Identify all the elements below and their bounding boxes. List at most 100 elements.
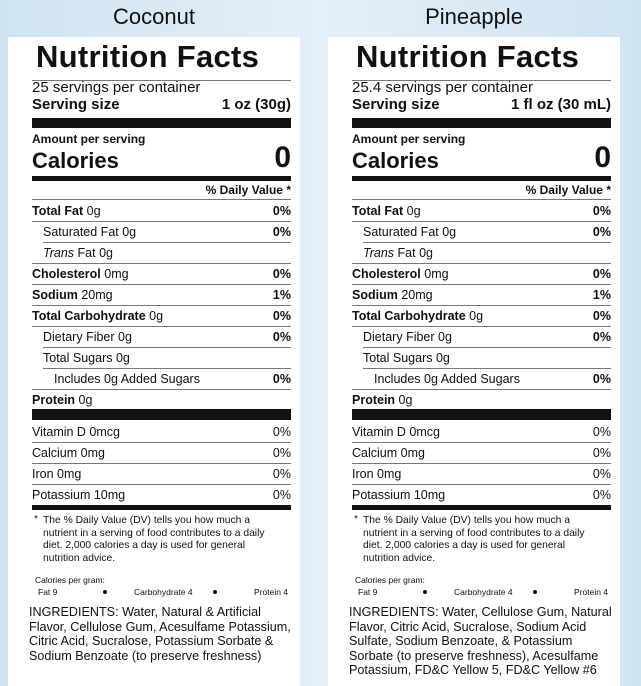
nutrient-row: Trans Fat 0g [363,245,433,261]
nutrient-amount: 20mg [81,288,113,302]
separator-dot [103,590,107,594]
serving-size: 1 oz (30g) [221,96,291,113]
vitamin-name: Iron 0mg [32,467,82,481]
calories-label: Calories [32,148,119,173]
nutrient-row: Includes 0g Added Sugars [374,371,520,387]
rule [352,263,611,264]
nutrient-row: Protein 0g [352,392,412,408]
nutrient-name: Includes 0g Added Sugars [54,372,200,386]
separator-dot [533,590,537,594]
rule [352,463,611,464]
vitamin-name: Iron 0mg [352,467,402,481]
rule [352,80,611,81]
panel-box [8,37,300,686]
rule [352,326,611,327]
footnote: The % Daily Value (DV) tells you how muc… [363,515,585,564]
calories-label: Calories [352,148,439,173]
vitamin-dv: 0% [272,488,291,502]
nutrient-row: Total Sugars 0g [43,350,130,366]
rule [32,389,291,390]
nutrient-row: Cholesterol 0mg [352,266,449,282]
nutrient-name: Includes 0g Added Sugars [374,372,520,386]
nutrient-dv: 0% [592,267,611,281]
ingredients: INGREDIENTS: Water, Natural & Artificial… [29,605,291,663]
nutrient-row: Trans Fat 0g [43,245,113,261]
nutrient-dv: 0% [272,225,291,239]
bar [32,505,291,510]
cal-per-gram: Fat 9 [358,587,378,597]
nutrient-name-italic: Trans [363,246,395,260]
nutrient-row: Sodium 20mg [352,287,433,303]
nutrient-dv: 0% [272,372,291,386]
flavor-title: Pineapple [425,4,523,29]
vitamin-name: Potassium 10mg [32,488,126,502]
nutrient-dv: 1% [272,288,291,302]
vitamin-name: Calcium 0mg [32,446,105,460]
rule [352,305,611,306]
nutrient-amount: 0g [442,225,457,239]
amount-label: Amount per serving [32,132,146,146]
rule [352,221,611,222]
vitamin-dv: 0% [272,425,291,439]
nutrient-amount: 0g [115,351,130,365]
nutrient-amount: 0mg [104,267,129,281]
nutrient-dv: 0% [592,225,611,239]
nutrient-name: Protein [32,393,76,407]
bar [352,118,611,128]
heading: Nutrition Facts [356,39,580,74]
nutrient-amount: 0g [398,393,413,407]
nutrient-row: Total Fat 0g [32,203,101,219]
rule [32,80,291,81]
cal-per-gram: Carbohydrate 4 [454,587,513,597]
cal-per-gram: Carbohydrate 4 [134,587,193,597]
footnote: The % Daily Value (DV) tells you how muc… [43,515,265,564]
bar [352,409,611,420]
serving-size: 1 fl oz (30 mL) [510,96,611,113]
bar [32,176,291,181]
nutrient-row: Saturated Fat 0g [43,224,136,240]
nutrient-name: Dietary Fiber [363,330,435,344]
nutrient-dv: 0% [272,309,291,323]
nutrient-row: Sodium 20mg [32,287,113,303]
vitamin-dv: 0% [592,446,611,460]
flavor-title: Coconut [113,4,195,29]
dv-header: % Daily Value * [205,183,291,197]
nutrient-name: Fat [77,246,96,260]
nutrient-name: Fat [397,246,416,260]
nutrient-name: Dietary Fiber [43,330,115,344]
vitamin-dv: 0% [592,467,611,481]
nutrient-dv: 0% [592,309,611,323]
rule [43,368,291,369]
vitamin-name: Calcium 0mg [352,446,425,460]
nutrient-amount: 0mg [424,267,449,281]
nutrient-dv: 0% [592,204,611,218]
nutrient-name: Cholesterol [32,267,101,281]
cal-per-gram-label: Calories per gram: [355,575,425,585]
nutrient-amount: 0g [99,246,113,260]
cal-per-gram: Fat 9 [38,587,58,597]
rule [352,484,611,485]
vitamin-dv: 0% [592,425,611,439]
nutrient-row: Dietary Fiber 0g [363,329,452,345]
serving-size-label: Serving size [352,96,440,113]
separator-dot [423,590,427,594]
nutrient-name: Total Carbohydrate [32,309,146,323]
rule [43,347,291,348]
dv-header: % Daily Value * [525,183,611,197]
servings: 25 servings per container [32,79,201,96]
footnote-mark: * [34,514,38,525]
nutrient-amount: 20mg [401,288,433,302]
rule [32,221,291,222]
rule [32,463,291,464]
nutrient-amount: 0g [78,393,93,407]
nutrient-name: Total Fat [32,204,84,218]
calories-value: 0 [594,141,611,174]
vitamin-name: Vitamin D 0mcg [32,425,120,439]
nutrient-name: Total Fat [352,204,404,218]
calories-value: 0 [274,141,291,174]
rule [32,284,291,285]
nutrient-row: Dietary Fiber 0g [43,329,132,345]
rule [32,305,291,306]
nutrient-name: Cholesterol [352,267,421,281]
